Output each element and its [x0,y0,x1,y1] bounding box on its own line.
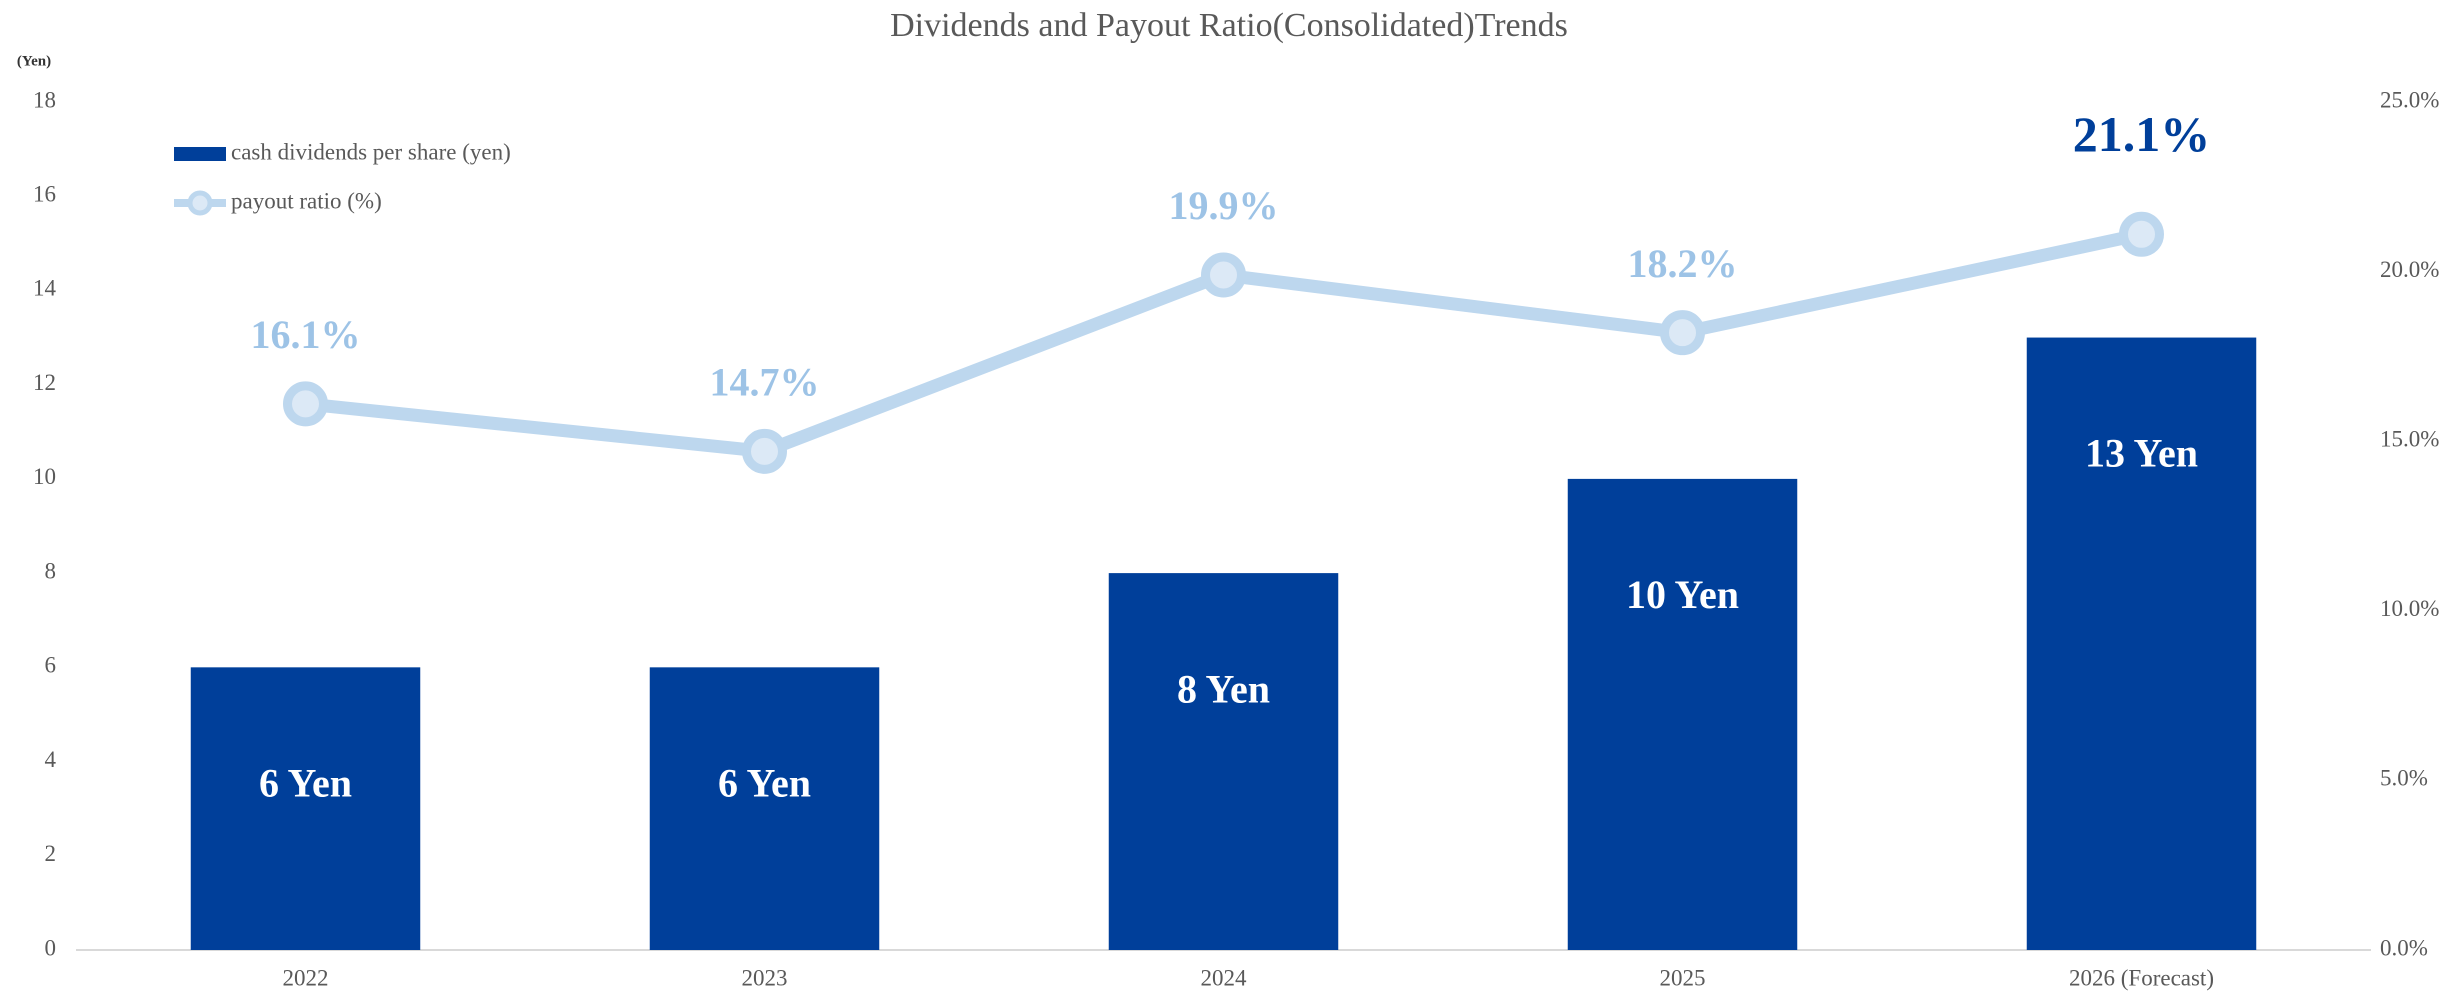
x-tick-label: 2023 [742,965,788,990]
y2-tick-label: 25.0% [2380,87,2439,112]
line-value-label: 16.1% [251,312,361,357]
x-tick-label: 2024 [1201,965,1248,990]
bar [1108,573,1339,950]
y2-tick-label: 10.0% [2380,596,2439,621]
y-axis-label: (Yen) [17,53,51,69]
line-marker [1660,310,1705,356]
y-tick-label: 0 [45,935,57,960]
legend-label: payout ratio (%) [231,188,382,213]
x-tick-label: 2026 (Forecast) [2069,965,2214,990]
y-tick-label: 2 [45,841,57,866]
y2-tick-label: 0.0% [2380,935,2428,960]
line-value-label: 21.1% [2073,106,2211,162]
y-tick-label: 12 [33,370,56,395]
chart-title: Dividends and Payout Ratio(Consolidated)… [890,7,1568,44]
line-marker [1201,252,1246,298]
bar [2026,337,2257,950]
y2-tick-label: 15.0% [2380,426,2439,451]
x-tick-label: 2022 [283,965,329,990]
bar [649,667,880,950]
line-value-label: 14.7% [710,360,820,405]
line-value-label: 18.2% [1628,241,1738,286]
y-tick-label: 8 [45,558,57,583]
bar-value-label: 6 Yen [718,761,811,806]
bar [1567,478,1798,950]
y-tick-label: 4 [45,747,57,772]
line-value-label: 19.9% [1169,183,1279,228]
line-marker [283,381,328,427]
bar-value-label: 13 Yen [2085,431,2198,476]
y-tick-label: 10 [33,464,56,489]
bar-value-label: 10 Yen [1626,572,1739,617]
y2-tick-label: 20.0% [2380,257,2439,282]
bar [190,667,421,950]
legend-swatch [174,147,226,161]
y2-tick-label: 5.0% [2380,766,2428,791]
bar-value-label: 6 Yen [259,761,352,806]
y-tick-label: 6 [45,653,57,678]
legend-marker [187,190,213,216]
y-tick-label: 14 [33,276,57,301]
x-tick-label: 2025 [1660,965,1706,990]
legend-label: cash dividends per share (yen) [231,139,511,164]
y-tick-label: 16 [33,182,56,207]
bar-value-label: 8 Yen [1177,666,1270,711]
line-marker [2119,211,2164,257]
line-marker [742,428,787,474]
y-tick-label: 18 [33,87,56,112]
